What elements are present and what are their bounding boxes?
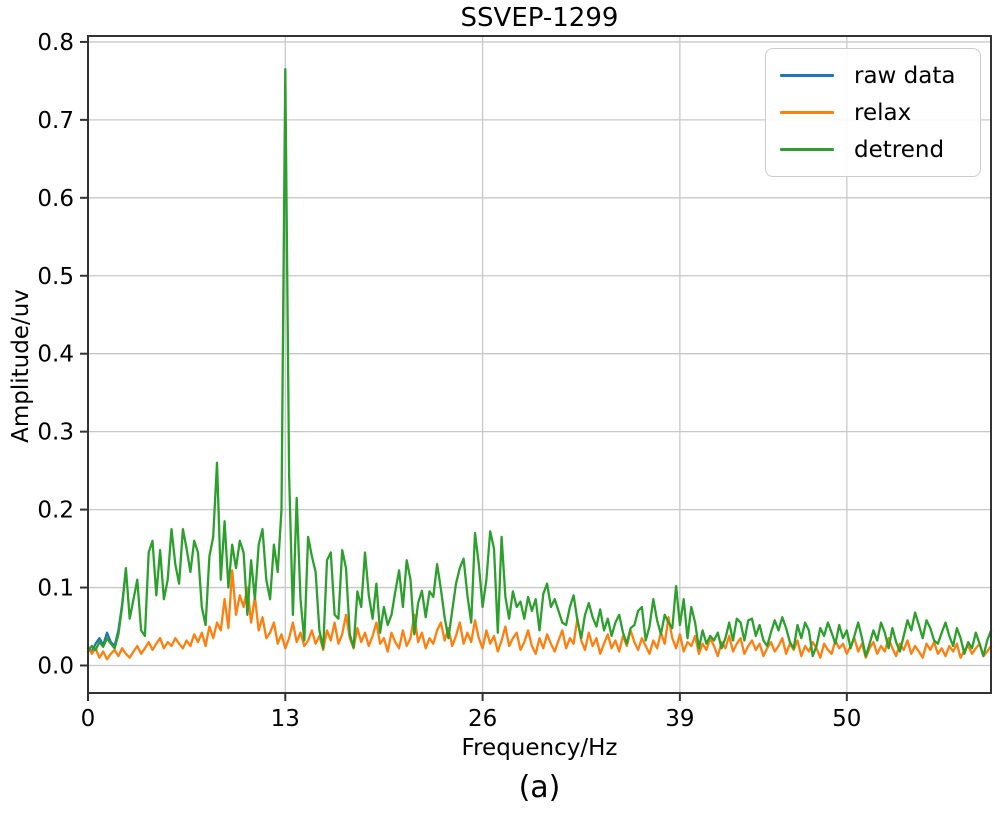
y-tick-label: 0.1	[37, 576, 74, 602]
y-tick-label: 0.5	[37, 264, 74, 290]
legend-item-detrend: detrend	[780, 137, 966, 163]
y-tick-label: 0.6	[37, 186, 74, 212]
legend-item-raw-data: raw data	[780, 63, 966, 89]
series-line-detrend	[86, 68, 993, 658]
legend-label-relax: relax	[854, 99, 912, 126]
y-tick-label: 0.2	[37, 498, 74, 524]
legend-label-detrend: detrend	[854, 136, 945, 163]
x-axis-label: Frequency/Hz	[461, 735, 618, 761]
y-tick-label: 0.7	[37, 108, 74, 134]
y-axis-label: Amplitude/uv	[8, 289, 34, 443]
x-tick-label: 39	[665, 706, 694, 732]
x-tick-label: 50	[832, 706, 861, 732]
legend: raw data relax detrend	[765, 48, 981, 177]
detrend-line-sample	[780, 148, 834, 151]
chart-title: SSVEP-1299	[460, 3, 619, 33]
y-tick-label: 0.8	[37, 30, 74, 56]
series-line-relax	[86, 569, 993, 661]
relax-line-sample	[780, 111, 834, 114]
y-tick-label: 0.0	[37, 653, 74, 679]
x-tick-label: 0	[81, 706, 96, 732]
subplot-caption: (a)	[518, 770, 561, 805]
raw-data-line-sample	[780, 74, 834, 77]
y-tick-label: 0.3	[37, 420, 74, 446]
x-tick-label: 13	[271, 706, 300, 732]
legend-label-raw-data: raw data	[854, 62, 956, 89]
plot-frame	[87, 35, 992, 694]
y-tick-label: 0.4	[37, 342, 74, 368]
x-tick-label: 26	[468, 706, 497, 732]
legend-item-relax: relax	[780, 100, 966, 126]
